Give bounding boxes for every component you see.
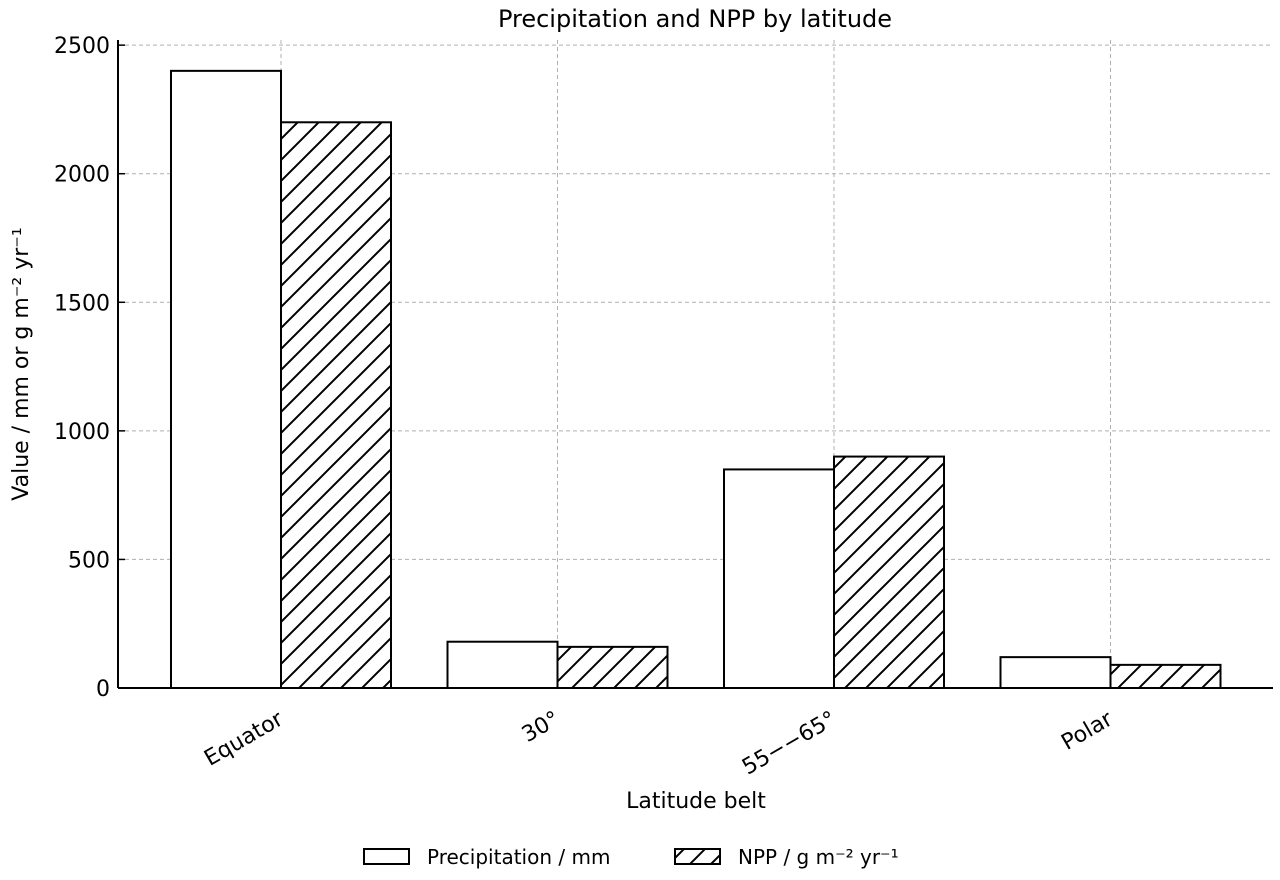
bar-precipitation-2 bbox=[723, 468, 835, 689]
y-tick-label: 2500 bbox=[54, 34, 110, 59]
legend-swatch-npp bbox=[674, 848, 721, 865]
y-tick-label: 500 bbox=[68, 548, 110, 573]
chart-title: Precipitation and NPP by latitude bbox=[498, 5, 892, 33]
y-tick-label: 0 bbox=[96, 677, 110, 702]
legend-swatch-precipitation bbox=[363, 848, 410, 865]
bar-npp-0 bbox=[280, 121, 392, 690]
legend: Precipitation / mm NPP / g m⁻² yr⁻¹ bbox=[363, 845, 899, 869]
bar-npp-1 bbox=[556, 645, 669, 689]
legend-label-npp: NPP / g m⁻² yr⁻¹ bbox=[738, 845, 899, 869]
y-axis-label: Value / mm or g m⁻² yr⁻¹ bbox=[9, 227, 34, 500]
bar-npp-3 bbox=[1109, 663, 1222, 689]
x-tick-label: 30° bbox=[518, 707, 564, 748]
bar-precipitation-0 bbox=[170, 69, 282, 690]
bar-precipitation-3 bbox=[999, 656, 1112, 690]
y-ticks: 0 500 1000 1500 2000 2500 bbox=[54, 34, 125, 702]
bars bbox=[170, 69, 1222, 690]
y-tick-label: 2000 bbox=[54, 163, 110, 188]
x-axis-label: Latitude belt bbox=[626, 789, 766, 814]
x-tick-label: 55−−65° bbox=[738, 707, 840, 781]
legend-label-precipitation: Precipitation / mm bbox=[427, 845, 610, 869]
x-tick-label: Equator bbox=[200, 706, 288, 771]
bar-precipitation-1 bbox=[446, 640, 559, 690]
y-tick-label: 1000 bbox=[54, 420, 110, 445]
x-ticks: Equator 30° 55−−65° Polar bbox=[200, 681, 1118, 780]
x-tick-label: Polar bbox=[1057, 706, 1118, 755]
y-tick-label: 1500 bbox=[54, 291, 110, 316]
bar-npp-2 bbox=[833, 455, 945, 690]
